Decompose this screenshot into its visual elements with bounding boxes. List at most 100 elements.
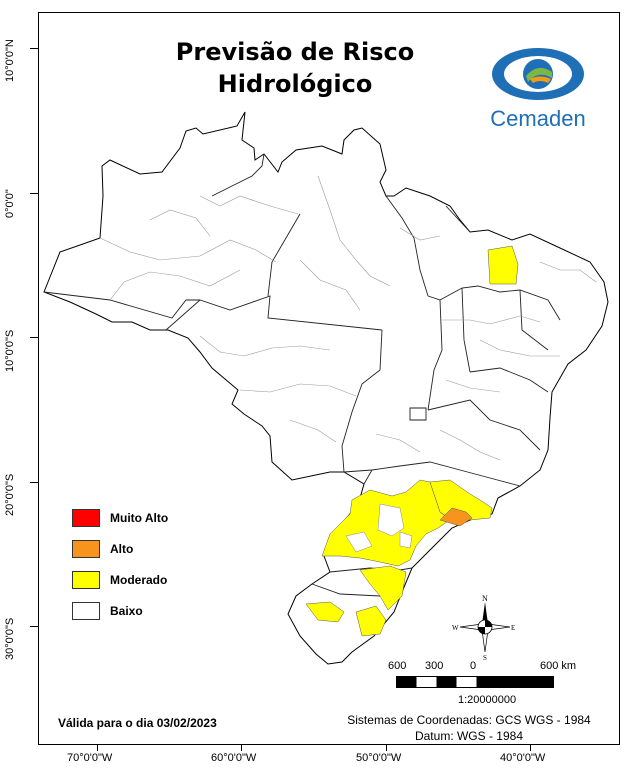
scale-label-0: 0 bbox=[470, 660, 477, 672]
north-arrow-compass: N S W E bbox=[452, 594, 515, 660]
swatch-muito-alto bbox=[72, 509, 100, 527]
scale-segment bbox=[436, 676, 457, 688]
title-line-2: Hidrológico bbox=[217, 70, 373, 98]
region-line bbox=[479, 339, 560, 357]
lon-label-60w: 60°0'0"W bbox=[211, 752, 257, 764]
cemaden-logo bbox=[492, 48, 584, 100]
moderate-area-santa-catarina bbox=[359, 565, 407, 611]
state-borders bbox=[43, 153, 561, 597]
coordinate-system-line-2: Datum: WGS - 1984 bbox=[414, 729, 524, 743]
map-frame bbox=[38, 12, 620, 745]
legend-item-moderado: Moderado bbox=[72, 570, 168, 590]
lon-tick bbox=[530, 745, 531, 751]
logo-orange-swoosh bbox=[530, 76, 551, 83]
lat-tick bbox=[30, 626, 38, 627]
legend-label: Baixo bbox=[110, 604, 143, 618]
title-line-1: Previsão de Risco bbox=[175, 38, 415, 66]
logo-text: Cemaden bbox=[490, 106, 586, 131]
border-mato-grosso-do-sul bbox=[363, 469, 373, 485]
compass-s-label: S bbox=[483, 654, 487, 660]
scale-segment bbox=[396, 676, 417, 688]
brazil-outline bbox=[43, 111, 609, 665]
lon-label-50w: 50°0'0"W bbox=[356, 752, 402, 764]
compass-e-label: E bbox=[511, 624, 515, 632]
region-line bbox=[299, 259, 361, 311]
scale-segment bbox=[476, 676, 554, 688]
region-line bbox=[289, 419, 337, 443]
legend-item-baixo: Baixo bbox=[72, 601, 168, 621]
scale-label-600-km: 600 km bbox=[540, 660, 577, 672]
scale-ratio: 1:20000000 bbox=[458, 694, 517, 706]
moderate-area-rs-west bbox=[305, 601, 345, 623]
region-line bbox=[317, 175, 391, 287]
region-line bbox=[439, 429, 501, 461]
lon-tick bbox=[386, 745, 387, 751]
lon-label-40w: 40°0'0"W bbox=[500, 752, 546, 764]
region-line bbox=[445, 379, 501, 393]
high-risk-area bbox=[439, 507, 473, 527]
region-line bbox=[99, 237, 277, 263]
border-amazonas-mato-grosso bbox=[165, 295, 383, 331]
region-line bbox=[539, 261, 597, 283]
region-line bbox=[239, 383, 357, 397]
compass-w-label: W bbox=[452, 624, 459, 632]
legend-label: Muito Alto bbox=[110, 511, 169, 525]
border-para-maranhao bbox=[445, 205, 471, 233]
compass-quadrant bbox=[478, 627, 485, 634]
scale-label-300: 300 bbox=[425, 660, 444, 672]
brazil-map bbox=[43, 111, 609, 665]
moderate-area-rs-east bbox=[355, 605, 387, 637]
legend-item-muito-alto: Muito Alto bbox=[72, 508, 168, 528]
lat-tick bbox=[30, 48, 38, 49]
compass-quadrant bbox=[485, 620, 492, 627]
lat-label-30s: 30°0'0"S bbox=[4, 617, 16, 660]
region-line bbox=[442, 315, 541, 325]
legend: Muito Alto Alto Moderado Baixo bbox=[72, 508, 168, 632]
validity-date: Válida para o dia 03/02/2023 bbox=[58, 716, 217, 730]
lon-tick bbox=[97, 745, 98, 751]
border-mato-grosso-east bbox=[341, 329, 383, 473]
border-amazonas-para bbox=[267, 213, 301, 297]
low-hole bbox=[377, 503, 405, 537]
region-line bbox=[375, 433, 421, 453]
lon-label-70w: 70°0'0"W bbox=[67, 752, 113, 764]
scale-bar bbox=[396, 676, 554, 688]
federal-district bbox=[409, 407, 427, 421]
compass-n-label: N bbox=[482, 594, 488, 603]
low-risk-holes bbox=[345, 503, 413, 553]
region-line bbox=[199, 195, 299, 215]
border-piaui bbox=[461, 287, 471, 373]
region-line bbox=[109, 269, 241, 301]
lat-label-0: 0°0'0" bbox=[4, 189, 16, 218]
moderate-area-ceara bbox=[487, 245, 519, 285]
legend-label: Alto bbox=[110, 542, 134, 556]
legend-item-alto: Alto bbox=[72, 539, 168, 559]
border-ceara-pernambuco bbox=[519, 289, 549, 351]
lat-tick bbox=[30, 193, 38, 194]
lat-label-10s: 10°0'0"S bbox=[4, 329, 16, 372]
lat-tick bbox=[30, 337, 38, 338]
lon-tick bbox=[241, 745, 242, 751]
lat-tick bbox=[30, 482, 38, 483]
swatch-moderado bbox=[72, 571, 100, 589]
border-acre-amazonas bbox=[43, 291, 200, 319]
region-line bbox=[199, 335, 331, 357]
legend-label: Moderado bbox=[110, 573, 168, 587]
low-hole bbox=[345, 531, 373, 553]
hydro-region-borders bbox=[99, 175, 597, 461]
region-line bbox=[399, 227, 441, 241]
lat-label-20s: 20°0'0"S bbox=[4, 473, 16, 516]
logo-green-swoosh bbox=[526, 67, 552, 82]
map-title: Previsão de Risco Hidrológico bbox=[150, 36, 440, 100]
region-line bbox=[149, 209, 211, 237]
border-bahia-minas bbox=[427, 399, 541, 451]
border-tocantins bbox=[427, 295, 443, 411]
low-hole bbox=[399, 531, 413, 549]
border-bahia-north bbox=[469, 367, 549, 393]
swatch-alto bbox=[72, 540, 100, 558]
coordinate-system-line-1: Sistemas de Coordenadas: GCS WGS - 1984 bbox=[347, 713, 591, 727]
scale-label-600-left: 600 bbox=[388, 660, 407, 672]
border-roraima bbox=[211, 153, 265, 197]
border-para-amapa bbox=[385, 195, 429, 297]
lat-label-10n: 10°0'0"N bbox=[4, 39, 16, 82]
